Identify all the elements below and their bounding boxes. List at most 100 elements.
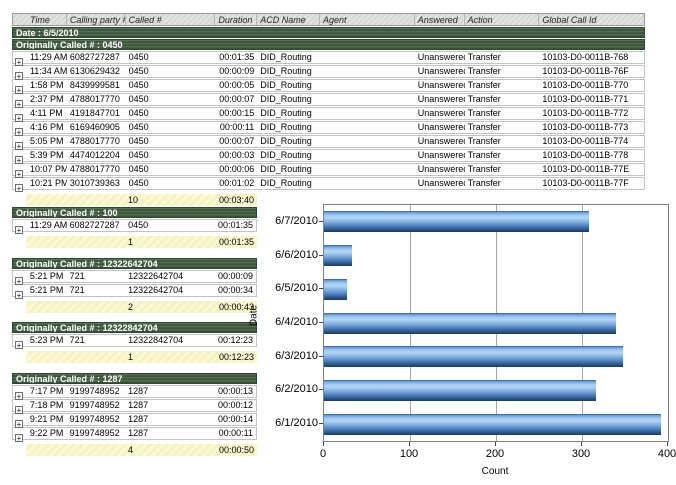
expand-cell: + xyxy=(13,220,27,235)
calling-party-cell: 4191847701 xyxy=(69,108,120,118)
expand-cell: + xyxy=(13,428,27,443)
action-cell: Transfer xyxy=(467,108,501,118)
summary-total-duration: 00:12:23 xyxy=(218,352,254,362)
expand-row-button[interactable]: + xyxy=(15,156,23,165)
action-cell: Transfer xyxy=(467,136,501,146)
agent-cell xyxy=(320,94,415,105)
acd-name-cell: DID_Routing xyxy=(260,66,312,76)
calling-party-cell: 9199748952 xyxy=(69,428,120,438)
expand-row-button[interactable]: + xyxy=(15,341,23,350)
expand-row-button[interactable]: + xyxy=(15,392,23,401)
expand-cell: + xyxy=(13,164,27,179)
action-cell: Transfer xyxy=(467,52,501,62)
expand-row-button[interactable]: + xyxy=(15,184,23,193)
y-tick-mark xyxy=(319,255,323,256)
expand-row-button[interactable]: + xyxy=(15,170,23,179)
table-row: +11:29 AM 6082727287 0450 00:01:35 xyxy=(12,219,257,235)
expand-row-button[interactable]: + xyxy=(15,277,23,286)
y-tick-label: 6/3/2010 xyxy=(275,350,318,362)
table-row: +5:05 PM 4788017770 0450 00:00:07 DID_Routin… xyxy=(12,135,645,151)
column-header-time: Time xyxy=(27,14,67,25)
action-cell: Transfer xyxy=(467,122,501,132)
expand-row-button[interactable]: + xyxy=(15,226,23,235)
duration-cell: 00:01:35 xyxy=(217,220,253,230)
call-report-table: Time Calling party # Called # Duration ACD N… xyxy=(12,13,645,206)
table-row: +5:21 PM 721 12322642704 00:00:09 xyxy=(12,270,257,286)
time-cell: 10:07 PM xyxy=(29,164,67,174)
y-axis-title: Date xyxy=(248,304,260,327)
bar-6-2-2010 xyxy=(324,380,596,401)
expand-row-button[interactable]: + xyxy=(15,291,23,300)
table-row: +5:39 PM 4474012204 0450 00:00:03 DID_Routin… xyxy=(12,149,645,165)
bar-6-6-2010 xyxy=(324,245,352,266)
group-table: Originally Called # : 12322642704 +5:21 P… xyxy=(12,258,257,313)
answered-cell: Unanswered xyxy=(417,164,465,174)
count-by-date-chart: Date Count 6/7/2010 6/6/2010 6/5/2010 6/4/2… xyxy=(246,198,676,485)
global-call-id-cell: 10103-D0-0011B-77E xyxy=(542,164,630,174)
expand-cell: + xyxy=(13,285,27,300)
duration-cell: 00:00:07 xyxy=(219,94,255,104)
time-cell: 11:29 AM xyxy=(29,220,67,230)
answered-cell: Unanswered xyxy=(417,80,465,90)
summary-total-duration: 00:03:40 xyxy=(218,195,254,205)
bar-6-4-2010 xyxy=(324,313,616,334)
acd-name-cell: DID_Routing xyxy=(260,136,312,146)
expand-row-button[interactable]: + xyxy=(15,86,23,95)
column-header-agent: Agent xyxy=(320,14,415,25)
expand-row-button[interactable]: + xyxy=(15,406,23,415)
expand-row-button[interactable]: + xyxy=(15,114,23,123)
time-cell: 4:16 PM xyxy=(29,122,64,132)
table-row: +9:22 PM 9199748952 1287 00:00:11 xyxy=(12,427,257,443)
summary-count: 1 xyxy=(128,237,134,247)
answered-cell: Unanswered xyxy=(417,136,465,146)
y-tick-mark xyxy=(319,221,323,222)
x-tick-mark xyxy=(581,442,582,446)
group-summary-row: 1 00:01:35 xyxy=(26,236,257,248)
acd-name-cell: DID_Routing xyxy=(260,164,312,174)
expand-row-button[interactable]: + xyxy=(15,420,23,429)
expand-row-button[interactable]: + xyxy=(15,128,23,137)
y-tick-label: 6/4/2010 xyxy=(275,316,318,328)
calling-party-cell: 8439999581 xyxy=(69,80,120,90)
acd-name-cell: DID_Routing xyxy=(260,94,312,104)
group-table: Originally Called # : 1287 +7:17 PM 919974… xyxy=(12,373,257,456)
table-header-row: Time Calling party # Called # Duration ACD N… xyxy=(12,13,645,26)
summary-spacer xyxy=(26,301,125,313)
summary-total-duration: 00:00:43 xyxy=(218,302,254,312)
expand-row-button[interactable]: + xyxy=(15,58,23,67)
summary-count: 10 xyxy=(128,195,139,205)
action-cell: Transfer xyxy=(467,178,501,188)
expand-row-button[interactable]: + xyxy=(15,100,23,109)
duration-cell: 00:12:23 xyxy=(217,335,253,345)
action-cell: Transfer xyxy=(467,94,501,104)
expand-cell: + xyxy=(13,178,27,193)
expand-cell: + xyxy=(13,400,27,415)
time-cell: 5:05 PM xyxy=(29,136,64,146)
called-number-cell: 0450 xyxy=(128,220,149,230)
action-cell: Transfer xyxy=(467,150,501,160)
date-group-header: Date : 6/5/2010 xyxy=(12,27,645,38)
duration-cell: 00:00:14 xyxy=(217,414,253,424)
y-tick-mark xyxy=(319,288,323,289)
calling-party-cell: 4474012204 xyxy=(69,150,120,160)
table-row: +10:07 PM 4788017770 0450 00:00:06 DID_Routi… xyxy=(12,163,645,179)
column-header-action: Action xyxy=(465,14,540,25)
duration-cell: 00:00:03 xyxy=(219,150,255,160)
originally-called-group-header: Originally Called # : 12322642704 xyxy=(12,258,257,269)
global-call-id-cell: 10103-D0-0011B-768 xyxy=(542,52,629,62)
expand-row-button[interactable]: + xyxy=(15,72,23,81)
duration-cell: 00:00:07 xyxy=(219,136,255,146)
agent-cell xyxy=(320,52,415,63)
x-axis-title: Count xyxy=(481,466,509,477)
column-header-acd-name: ACD Name xyxy=(257,14,321,25)
called-number-cell: 0450 xyxy=(128,136,149,146)
chart-plot-area xyxy=(323,204,669,442)
originally-called-group-header: Originally Called # : 0450 xyxy=(12,39,645,50)
called-number-cell: 1287 xyxy=(128,414,149,424)
expand-row-button[interactable]: + xyxy=(15,142,23,151)
duration-cell: 00:00:05 xyxy=(219,80,255,90)
expand-row-button[interactable]: + xyxy=(15,434,23,443)
answered-cell: Unanswered xyxy=(417,94,465,104)
time-cell: 11:34 AM xyxy=(29,66,67,76)
duration-cell: 00:00:11 xyxy=(218,428,253,438)
